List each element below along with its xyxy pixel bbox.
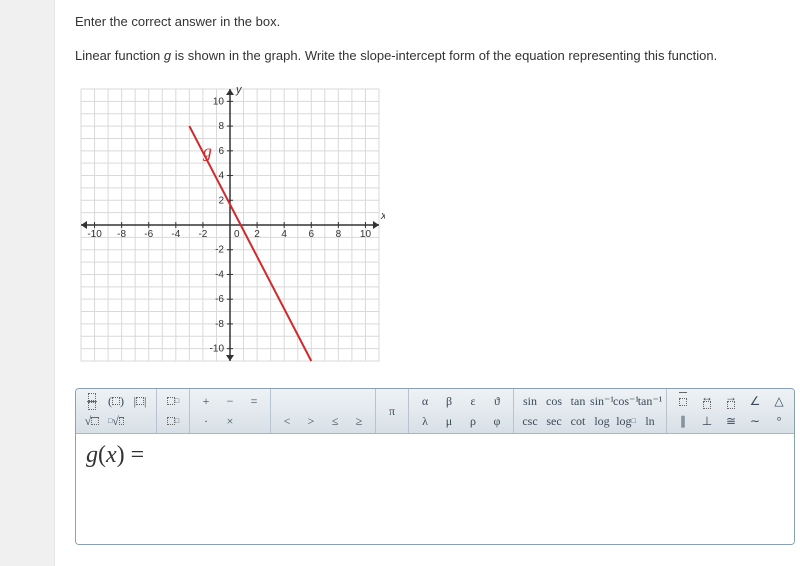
- tb-alpha[interactable]: α: [413, 391, 437, 411]
- svg-text:-6: -6: [215, 294, 224, 305]
- tb-times[interactable]: ×: [218, 411, 242, 431]
- tb-cup[interactable]: ∪: [791, 411, 795, 431]
- tb-asin[interactable]: sin⁻¹: [590, 391, 614, 411]
- tb-theta[interactable]: ϑ: [485, 391, 509, 411]
- tb-phi[interactable]: φ: [485, 411, 509, 431]
- tb-atan[interactable]: tan⁻¹: [638, 391, 662, 411]
- question-page: Enter the correct answer in the box. Lin…: [55, 0, 800, 566]
- tb-beta[interactable]: β: [437, 391, 461, 411]
- tb-rho[interactable]: ρ: [461, 411, 485, 431]
- tb-sec[interactable]: sec: [542, 411, 566, 431]
- svg-text:-10: -10: [210, 344, 225, 355]
- tb-minus[interactable]: −: [218, 391, 242, 411]
- tb-logn[interactable]: log□: [614, 411, 638, 431]
- tb-plus[interactable]: +: [194, 391, 218, 411]
- svg-text:10: 10: [360, 229, 372, 240]
- svg-text:-8: -8: [215, 319, 224, 330]
- tb-lrarrow[interactable]: ↔: [695, 391, 719, 411]
- svg-text:2: 2: [254, 229, 260, 240]
- tb-sub[interactable]: □: [161, 411, 185, 431]
- tb-perp[interactable]: ⊥: [695, 411, 719, 431]
- svg-text:6: 6: [218, 146, 224, 157]
- tb-parallel[interactable]: ∥: [671, 411, 695, 431]
- tb-log[interactable]: log: [590, 411, 614, 431]
- svg-text:8: 8: [218, 121, 224, 132]
- toolbar-group: ∥↔⊥→≅∠∼△°∩∪: [667, 389, 795, 433]
- svg-text:x: x: [380, 210, 385, 222]
- svg-text:6: 6: [308, 229, 314, 240]
- tb-pi[interactable]: π: [380, 401, 404, 421]
- function-graph: -10 -8 -6 -4 -2 2 4 6 8 10 -10 -8 -6 -4 -2 2 4 6 8 10 0 x y g: [75, 83, 385, 367]
- tb-nroot[interactable]: □√: [104, 411, 128, 431]
- tb-csc[interactable]: csc: [518, 411, 542, 431]
- svg-text:-2: -2: [198, 229, 207, 240]
- toolbar-group: αλβμερϑφ: [409, 389, 514, 433]
- svg-text:4: 4: [281, 229, 287, 240]
- svg-text:-6: -6: [144, 229, 153, 240]
- tb-mu[interactable]: μ: [437, 411, 461, 431]
- tb-dot[interactable]: ·: [194, 411, 218, 431]
- tb-eps[interactable]: ε: [461, 391, 485, 411]
- problem-statement: Linear function g is shown in the graph.…: [75, 46, 780, 66]
- equation-input-area[interactable]: g(x)=: [76, 434, 794, 544]
- svg-text:y: y: [235, 84, 243, 96]
- instructions-text: Enter the correct answer in the box.: [75, 12, 780, 32]
- toolbar-group: π: [376, 389, 409, 433]
- tb-frac[interactable]: [80, 391, 104, 411]
- tb-equals[interactable]: =: [242, 391, 266, 411]
- tb-gt[interactable]: >: [299, 411, 323, 431]
- toolbar-group: <>≤≥: [271, 389, 376, 433]
- svg-text:-2: -2: [215, 245, 224, 256]
- svg-text:-4: -4: [171, 229, 180, 240]
- tb-cos[interactable]: cos: [542, 391, 566, 411]
- tb-paren[interactable]: (): [104, 391, 128, 411]
- tb-abs[interactable]: ||: [128, 391, 152, 411]
- svg-text:0: 0: [234, 229, 240, 240]
- tb-lambda[interactable]: λ: [413, 411, 437, 431]
- tb-deg[interactable]: °: [767, 411, 791, 431]
- toolbar-group: sincsccossectancotsin⁻¹logcos⁻¹log□tan⁻¹…: [514, 389, 667, 433]
- tb-tan[interactable]: tan: [566, 391, 590, 411]
- tb-ln[interactable]: ln: [638, 411, 662, 431]
- tb-acos[interactable]: cos⁻¹: [614, 391, 638, 411]
- tb-sqrt[interactable]: √: [80, 411, 104, 431]
- svg-text:4: 4: [218, 171, 224, 182]
- svg-text:-10: -10: [87, 229, 102, 240]
- tb-cong[interactable]: ≅: [719, 411, 743, 431]
- svg-text:-8: -8: [117, 229, 126, 240]
- answer-prefix: g(x)=: [86, 442, 144, 468]
- graph-container: -10 -8 -6 -4 -2 2 4 6 8 10 -10 -8 -6 -4 -2 2 4 6 8 10 0 x y g: [75, 83, 780, 370]
- tb-overline[interactable]: [671, 391, 695, 411]
- tb-le[interactable]: ≤: [323, 411, 347, 431]
- tb-cap[interactable]: ∩: [791, 391, 795, 411]
- tb-lt[interactable]: <: [275, 411, 299, 431]
- svg-text:g: g: [203, 141, 212, 161]
- tb-sin[interactable]: sin: [518, 391, 542, 411]
- svg-text:8: 8: [336, 229, 342, 240]
- toolbar-group: □□: [157, 389, 190, 433]
- tb-angle[interactable]: ∠: [743, 391, 767, 411]
- svg-text:10: 10: [213, 96, 225, 107]
- svg-text:-4: -4: [215, 269, 224, 280]
- toolbar-group: √()□√||: [76, 389, 157, 433]
- tb-rarrow[interactable]: →: [719, 391, 743, 411]
- toolbar-group: +·−×=: [190, 389, 271, 433]
- equation-toolbar: √()□√||□□+·−×=<>≤≥παλβμερϑφsincsccossect…: [76, 389, 794, 434]
- tb-exp[interactable]: □: [161, 391, 185, 411]
- equation-editor: √()□√||□□+·−×=<>≤≥παλβμερϑφsincsccossect…: [75, 388, 795, 545]
- tb-triangle[interactable]: △: [767, 391, 791, 411]
- left-margin: [0, 0, 55, 566]
- tb-ge[interactable]: ≥: [347, 411, 371, 431]
- tb-cot[interactable]: cot: [566, 411, 590, 431]
- tb-sim[interactable]: ∼: [743, 411, 767, 431]
- svg-text:2: 2: [218, 195, 224, 206]
